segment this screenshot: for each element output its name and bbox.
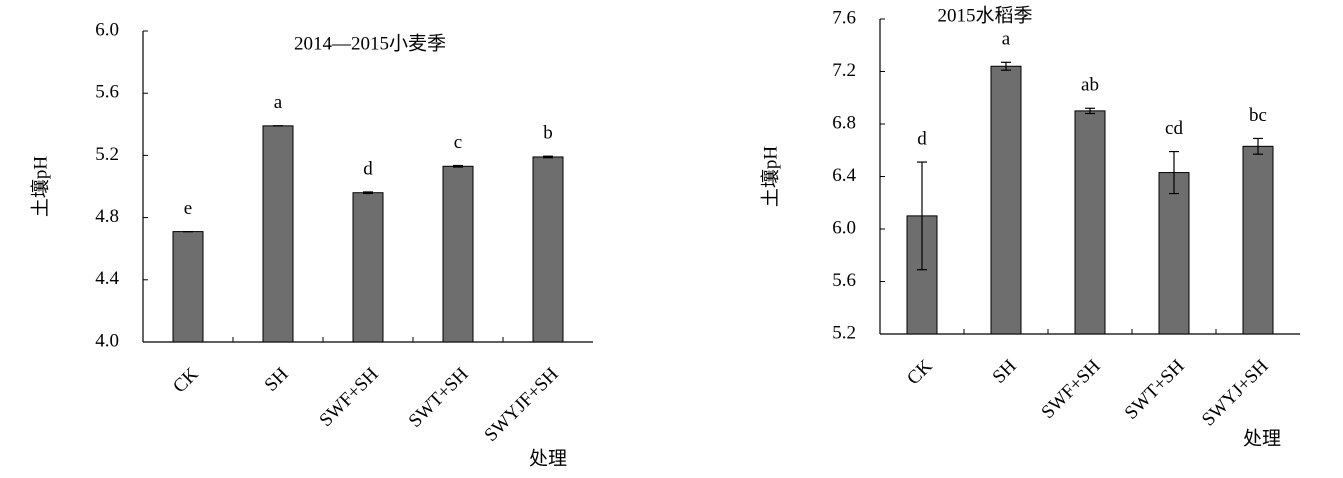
x-axis-label: 处理 (529, 447, 567, 469)
y-axis-label: 土壤pH (759, 146, 781, 208)
y-tick-label: 6.0 (832, 217, 856, 238)
y-tick-label: 4.4 (95, 268, 119, 289)
bar (352, 192, 384, 343)
chart-title: 2014—2015小麦季 (294, 32, 446, 54)
bar (990, 65, 1022, 335)
bar (172, 231, 204, 343)
y-tick-label: 4.8 (95, 206, 119, 227)
annotation: a (274, 92, 283, 113)
y-tick-label: 6.0 (95, 19, 119, 40)
annotation: c (454, 132, 462, 153)
error-bar (1169, 150, 1179, 195)
error-bar (1253, 137, 1263, 155)
x-tick-label: CK (903, 356, 937, 390)
y-tick-label: 5.6 (95, 82, 119, 103)
annotation: ab (1081, 75, 1099, 96)
bar (532, 156, 564, 343)
x-tick-label: SWF+SH (315, 364, 382, 431)
y-tick-label: 4.0 (95, 330, 119, 351)
chart-title: 2015水稻季 (937, 4, 1032, 26)
x-tick-label: SH (261, 364, 293, 396)
annotation: e (184, 198, 192, 219)
error-bar (543, 155, 553, 159)
error-bar (1085, 107, 1095, 115)
x-axis-label: 处理 (1243, 427, 1281, 449)
x-tick-label: SWT+SH (405, 364, 473, 432)
annotation: cd (1165, 118, 1183, 139)
bar (1074, 110, 1106, 335)
error-bar (917, 161, 927, 271)
y-tick-label: 6.8 (832, 112, 856, 133)
bar (1158, 172, 1190, 335)
y-axis-label: 土壤pH (29, 156, 51, 218)
annotation: a (1002, 29, 1011, 50)
x-tick-label: SWYJ+SH (1198, 356, 1273, 431)
y-tick-label: 5.2 (95, 144, 119, 165)
x-tick-label: SH (989, 356, 1021, 388)
x-tick-label: SWYJF+SH (480, 364, 562, 446)
error-bar (1001, 61, 1011, 71)
annotation: d (363, 158, 373, 179)
y-tick-label: 6.4 (832, 165, 856, 186)
error-bar (363, 191, 373, 195)
bar (1242, 145, 1274, 335)
error-bar (453, 164, 463, 168)
y-tick-label: 5.6 (832, 270, 856, 291)
bar (442, 165, 474, 343)
y-tick-label: 7.2 (832, 60, 856, 81)
bar (262, 125, 294, 343)
x-tick-label: SWT+SH (1121, 356, 1189, 424)
y-tick-label: 5.2 (832, 322, 856, 343)
y-tick-label: 7.6 (832, 7, 856, 28)
annotation: d (917, 128, 927, 149)
annotation: bc (1249, 105, 1267, 126)
x-tick-label: SWF+SH (1037, 356, 1104, 423)
annotation: b (543, 123, 553, 144)
x-tick-label: CK (169, 364, 203, 398)
